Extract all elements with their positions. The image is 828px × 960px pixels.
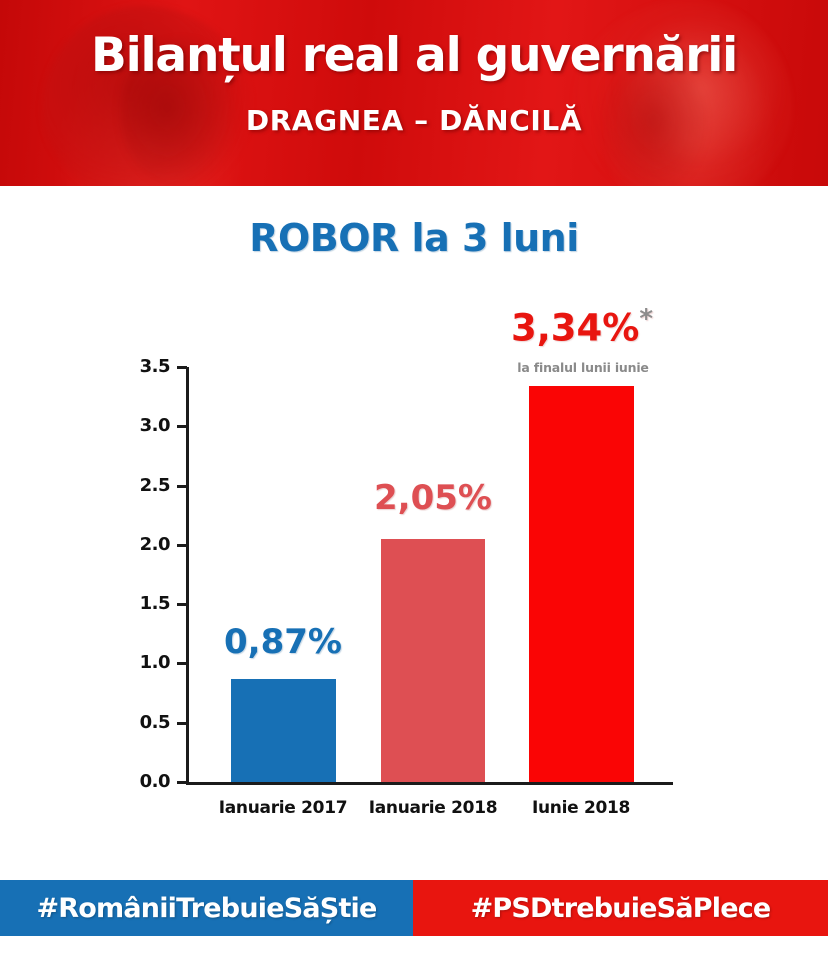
portrait-right-shadow-icon bbox=[596, 56, 706, 186]
x-axis-label-1: Ianuarie 2017 bbox=[218, 798, 348, 818]
chart-title: ROBOR la 3 luni bbox=[249, 216, 579, 260]
y-axis-tick bbox=[177, 781, 187, 784]
hashtag-right-label: #PSDtrebuieSăPlece bbox=[470, 892, 772, 924]
header-title: Bilanțul real al guvernării bbox=[90, 28, 738, 83]
y-axis-tick-label: 2.0 bbox=[60, 533, 171, 555]
hashtag-left-label: #RomâniiTrebuieSăȘtie bbox=[36, 892, 377, 924]
y-axis-tick-label-text: 2.0 bbox=[139, 533, 171, 555]
y-axis-tick bbox=[177, 662, 187, 666]
y-axis-tick-label-text: 3.0 bbox=[139, 415, 171, 437]
bar-value-text-3: 3,34% bbox=[511, 306, 640, 350]
y-axis-tick-label: 3.5 bbox=[60, 356, 171, 377]
y-axis-tick bbox=[177, 543, 187, 547]
x-axis-label-3: Iunie 2018 bbox=[531, 798, 631, 818]
y-axis-tick-label-text: 2.5 bbox=[139, 474, 171, 496]
asterisk-marker-icon: * bbox=[639, 304, 653, 334]
bar-value-label-3: 3,34%* bbox=[502, 304, 662, 349]
y-axis-tick-label: 1.5 bbox=[60, 593, 171, 615]
y-axis-tick-label-text: 1.0 bbox=[139, 652, 171, 674]
bar-3 bbox=[529, 385, 634, 782]
y-axis-tick-label: 1.0 bbox=[60, 652, 171, 674]
y-axis-tick-label-text: 0.0 bbox=[139, 771, 171, 792]
y-axis-line bbox=[186, 367, 189, 784]
y-axis-tick bbox=[177, 484, 187, 488]
bar-1 bbox=[231, 678, 336, 782]
y-axis-tick bbox=[177, 721, 187, 725]
hashtag-right-panel[interactable]: #PSDtrebuieSăPlece bbox=[413, 880, 828, 936]
y-axis-tick bbox=[177, 425, 187, 429]
bar-2 bbox=[381, 538, 485, 782]
portrait-left-shadow-icon bbox=[120, 40, 238, 186]
y-axis-tick-label: 0.0 bbox=[60, 771, 171, 792]
y-axis-tick-label-text: 0.5 bbox=[139, 711, 171, 733]
bar-value-label-2: 2,05% bbox=[374, 478, 492, 518]
bar-value-label-1: 0,87% bbox=[224, 622, 342, 662]
y-axis-tick-label-text: 1.5 bbox=[139, 593, 171, 615]
bar-annotation-note: la finalul lunii iunie bbox=[517, 360, 649, 375]
y-axis-tick-label-text: 3.5 bbox=[139, 356, 171, 377]
header-subtitle: DRAGNEA – DĂNCILĂ bbox=[245, 104, 583, 137]
y-axis-tick-label: 3.0 bbox=[60, 415, 171, 437]
y-axis-tick-label: 0.5 bbox=[60, 711, 171, 733]
x-axis-label-2: Ianuarie 2018 bbox=[368, 798, 498, 818]
y-axis-tick-label: 2.5 bbox=[60, 474, 171, 496]
y-axis-tick bbox=[177, 366, 187, 369]
x-axis-line bbox=[186, 782, 673, 785]
footer-hashtag-bar: #RomâniiTrebuieSăȘtie #PSDtrebuieSăPlece bbox=[0, 880, 828, 936]
header-banner: Bilanțul real al guvernării DRAGNEA – DĂ… bbox=[0, 0, 828, 186]
y-axis-tick bbox=[177, 603, 187, 607]
hashtag-left-panel[interactable]: #RomâniiTrebuieSăȘtie bbox=[0, 880, 413, 936]
